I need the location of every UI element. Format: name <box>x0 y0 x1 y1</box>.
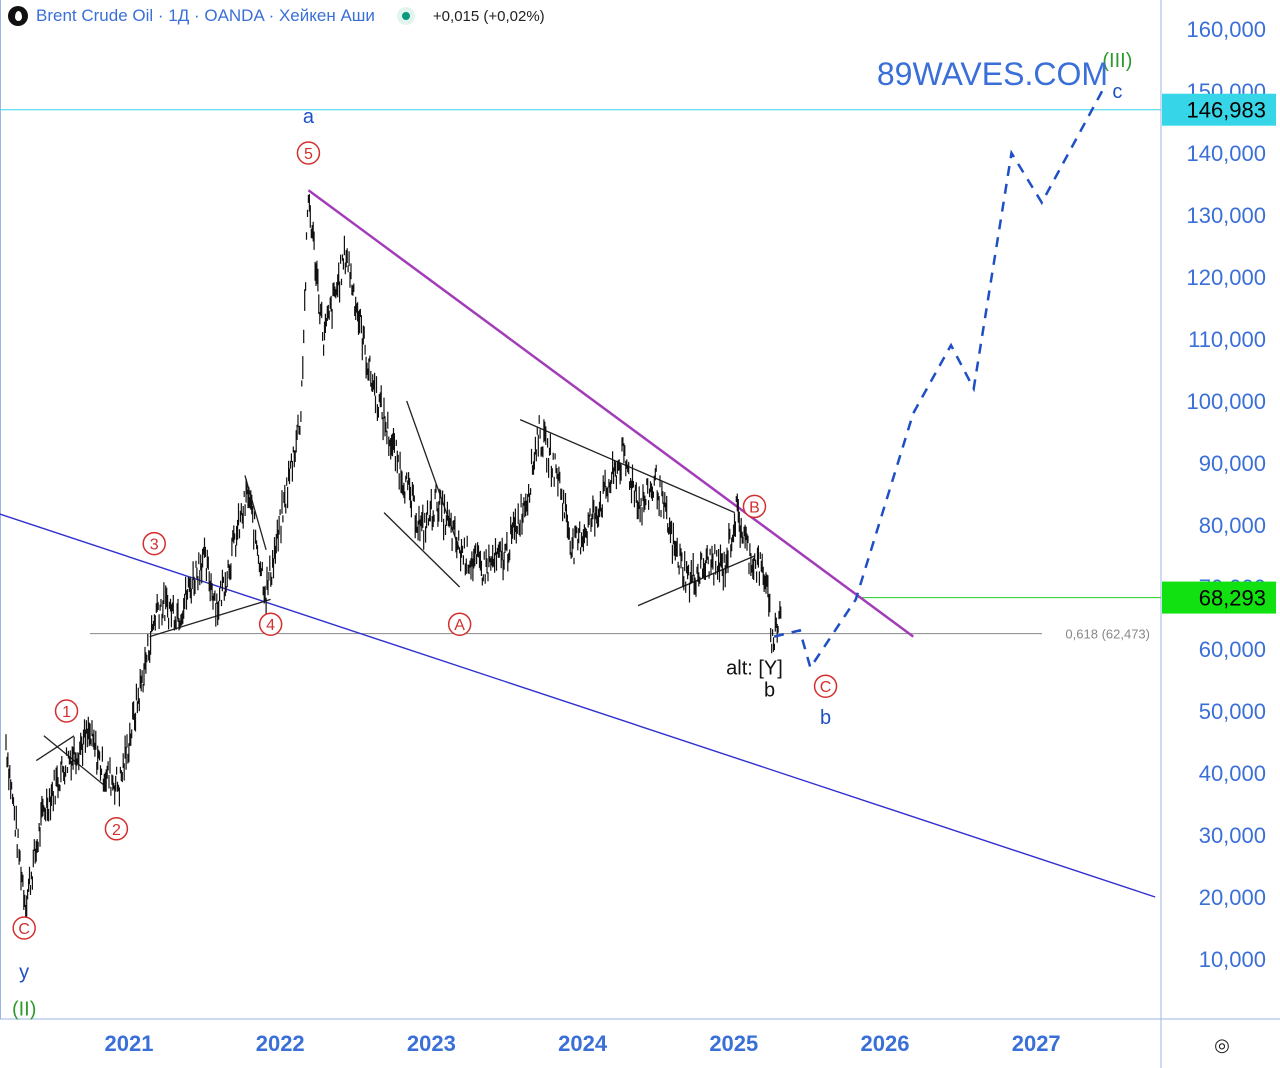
price-tick-label: 60,000 <box>1199 637 1266 662</box>
oil-drop-icon <box>8 6 28 26</box>
symbol-title[interactable]: Brent Crude Oil · 1Д · OANDA · Хейкен Аш… <box>36 6 375 25</box>
wave-label: b <box>764 679 775 701</box>
trendline-triangle-lower <box>637 555 755 607</box>
price-tick-label: 30,000 <box>1199 823 1266 848</box>
time-axis[interactable]: 2021 2022 2023 2024 2025 2026 2027 <box>105 1031 1061 1056</box>
wave-label: b <box>820 707 831 729</box>
trendline-wedge-1-upper <box>43 735 105 786</box>
price-tick-label: 90,000 <box>1199 451 1266 476</box>
gear-icon[interactable]: ◎ <box>1214 1035 1230 1055</box>
live-dot-icon <box>396 7 415 25</box>
price-tick-label: 110,000 <box>1188 327 1266 352</box>
wave-label: y <box>19 961 29 983</box>
wave-label: C <box>820 679 832 696</box>
price-tick-label: 160,000 <box>1186 17 1266 42</box>
wave-circle <box>813 674 838 698</box>
price-tick-label: 20,000 <box>1199 885 1266 910</box>
wave-label: alt: [Y] <box>726 658 783 680</box>
wave-circle <box>742 494 767 519</box>
price-tick-label: 40,000 <box>1199 761 1266 786</box>
time-tick-label: 2026 <box>861 1031 910 1056</box>
current-price-badge: 68,293 <box>1199 586 1266 611</box>
projection-path <box>773 90 1104 671</box>
trendline-wedge-2-lower <box>149 598 271 638</box>
price-tick-label: 80,000 <box>1199 513 1266 538</box>
time-tick-label: 2022 <box>256 1031 305 1056</box>
price-candles <box>5 194 782 928</box>
wave-circle <box>54 699 79 723</box>
trendline-wedge-1-lower <box>35 735 75 762</box>
chart-header: Brent Crude Oil · 1Д · OANDA · Хейкен Аш… <box>8 5 545 27</box>
price-tick-label: 140,000 <box>1186 141 1266 166</box>
price-tick-label: 130,000 <box>1186 203 1266 228</box>
time-tick-label: 2027 <box>1012 1031 1061 1056</box>
wave-circle <box>258 612 283 636</box>
trendline-wedge-3-lower <box>383 512 461 588</box>
wave-circle <box>142 531 166 556</box>
price-change: +0,015 (+0,02%) <box>432 7 545 25</box>
trendline-channel <box>0 513 1156 898</box>
trendlines: 0,618 (62,473) <box>0 109 1161 898</box>
wave-circle <box>296 141 321 165</box>
watermark-text: 89WAVES.COM <box>877 56 1108 92</box>
price-series <box>5 194 782 928</box>
time-tick-label: 2023 <box>407 1031 456 1056</box>
price-tick-label: 120,000 <box>1186 265 1266 290</box>
price-axis[interactable]: 10,00020,00030,00040,00050,00060,00070,0… <box>1186 17 1266 972</box>
time-tick-label: 2024 <box>558 1031 608 1056</box>
target-price-badge: 146,983 <box>1186 98 1266 123</box>
time-tick-label: 2025 <box>709 1031 758 1056</box>
wave-circle <box>12 916 36 940</box>
projection-line <box>773 90 1104 671</box>
current-price-badge-bg <box>1162 581 1276 614</box>
wave-label: B <box>749 499 760 516</box>
wave-label: 4 <box>266 617 275 634</box>
wave-label: c <box>1112 81 1122 103</box>
wave-label: C <box>18 921 30 938</box>
price-badges: 146,983 68,293 <box>1162 93 1276 614</box>
wave-label: 1 <box>62 704 71 721</box>
wave-circle <box>104 817 129 841</box>
price-tick-label: 100,000 <box>1186 389 1266 414</box>
wave-label: (III) <box>1102 50 1132 72</box>
wave-label: a <box>303 106 315 128</box>
wave-label: (II) <box>12 999 36 1021</box>
wave-label: 5 <box>304 146 313 163</box>
wave-label: A <box>454 617 465 634</box>
wave-label: 3 <box>150 537 159 554</box>
wave-label: 2 <box>112 822 121 839</box>
wave-circle <box>447 612 472 636</box>
price-tick-label: 50,000 <box>1199 699 1266 724</box>
target-price-badge-bg <box>1162 93 1276 126</box>
trendline-resistance <box>307 189 914 638</box>
time-tick-label: 2021 <box>105 1031 154 1056</box>
fib-level-label: 0,618 (62,473) <box>1065 627 1150 642</box>
price-tick-label: 10,000 <box>1199 947 1266 972</box>
